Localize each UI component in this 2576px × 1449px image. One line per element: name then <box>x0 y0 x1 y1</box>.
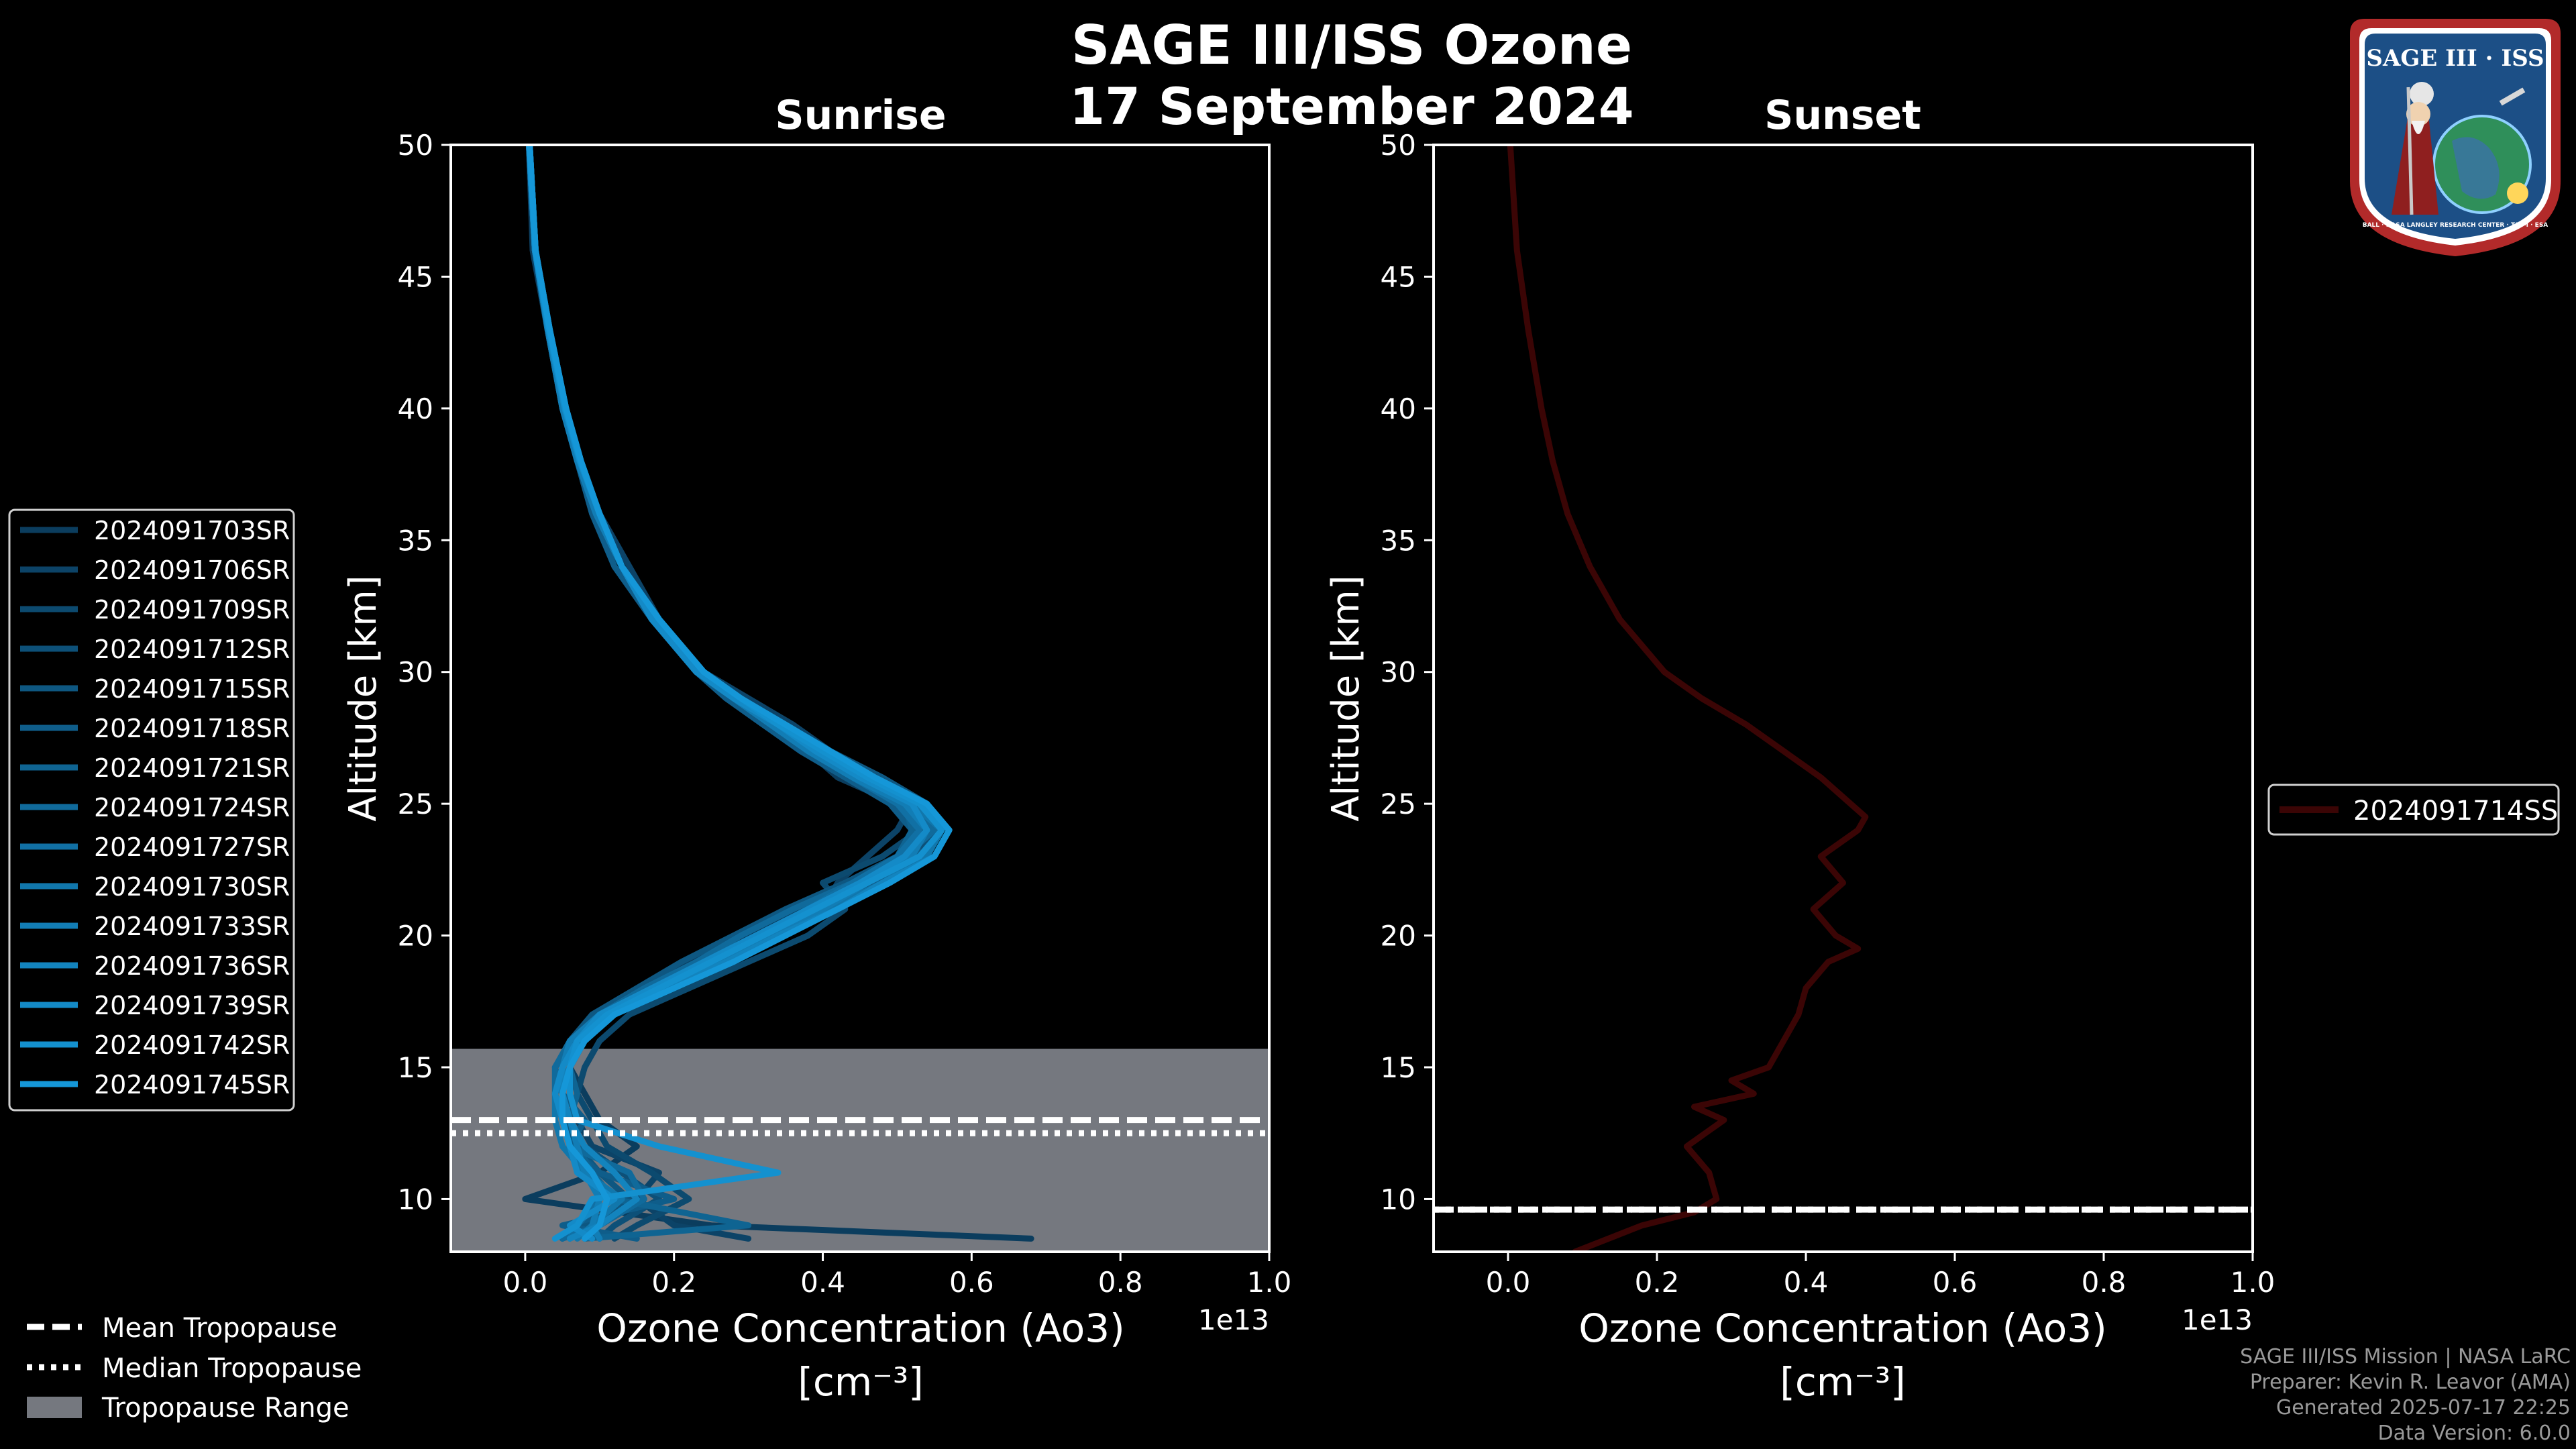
sunset-x-tick-label: 0.2 <box>1635 1266 1680 1299</box>
sunset-panel-title: Sunset <box>1764 92 1921 139</box>
sunrise-y-tick-label: 10 <box>398 1183 433 1216</box>
sunset-legend-label: 2024091714SS <box>2353 796 2558 826</box>
sunrise-legend-label: 2024091742SR <box>94 1030 290 1060</box>
sunrise-legend-label: 2024091724SR <box>94 793 290 822</box>
footer-credits: SAGE III/ISS Mission | NASA LaRC Prepare… <box>2240 1344 2571 1446</box>
sunrise-legend-label: 2024091739SR <box>94 991 290 1020</box>
footer-generated: Generated 2025-07-17 22:25 <box>2275 1396 2571 1419</box>
sunset-x-axis-label: Ozone Concentration (Ao3) <box>1578 1305 2107 1351</box>
sunset-panel: Sunset 0.0 0.2 0.4 0.6 0.8 1.0 10 15 20 25 30 35 40 4… <box>1324 92 2275 1405</box>
sunset-x-axis-unit: [cm⁻³] <box>1780 1359 1906 1405</box>
sunrise-y-tick-label: 45 <box>398 260 433 293</box>
logo-sun-icon <box>2507 182 2528 204</box>
sunset-y-tick-label: 20 <box>1381 920 1416 953</box>
sunset-y-tick-label: 30 <box>1381 656 1416 689</box>
sunrise-y-axis-label: Altitude [km] <box>341 575 385 821</box>
tropopause-legend: Mean Tropopause Median Tropopause Tropop… <box>27 1313 362 1424</box>
footer-preparer: Preparer: Kevin R. Leavor (AMA) <box>2249 1371 2571 1394</box>
sunset-y-tick-label: 50 <box>1381 129 1416 162</box>
sunset-y-tick-label: 10 <box>1381 1183 1416 1216</box>
sunset-y-tick-label: 25 <box>1381 788 1416 820</box>
logo-top-text: SAGE III · ISS <box>2366 45 2544 72</box>
sunrise-y-tick-label: 35 <box>398 524 433 557</box>
sunrise-legend-label: 2024091709SR <box>94 595 290 625</box>
sunrise-legend-label: 2024091721SR <box>94 753 290 783</box>
logo-moon-icon <box>2410 82 2434 106</box>
sunset-x-scale-label: 1e13 <box>2182 1303 2253 1336</box>
sunrise-y-tick-label: 20 <box>398 920 433 953</box>
sunset-legend: 2024091714SS <box>2267 784 2560 836</box>
sage-iii-mission-patch-logo: SAGE III · ISS BALL · NASA LANGLEY RESEA… <box>2350 19 2561 256</box>
sunset-y-tick-label: 15 <box>1381 1051 1416 1084</box>
sunrise-panel-title: Sunrise <box>775 92 946 139</box>
sunrise-legend-label: 2024091745SR <box>94 1070 290 1099</box>
tropopause-range-swatch <box>27 1397 82 1418</box>
sunrise-x-tick-label: 0.8 <box>1098 1266 1143 1299</box>
main-title-line2: 17 September 2024 <box>1069 76 1633 136</box>
sunrise-x-tick-label: 1.0 <box>1247 1266 1292 1299</box>
sunrise-legend-label: 2024091718SR <box>94 714 290 743</box>
sunset-y-tick-label: 35 <box>1381 524 1416 557</box>
sunrise-legend-label: 2024091706SR <box>94 555 290 585</box>
sunrise-y-tick-label: 15 <box>398 1051 433 1084</box>
sunrise-x-tick-label: 0.6 <box>949 1266 994 1299</box>
sunset-x-tick-label: 0.4 <box>1784 1266 1829 1299</box>
sunrise-x-tick-label: 0.4 <box>800 1266 845 1299</box>
tropopause-range-label: Tropopause Range <box>101 1393 350 1424</box>
sunset-y-tick-label: 45 <box>1381 260 1416 293</box>
sunrise-legend: 2024091703SR 2024091706SR 2024091709SR 2024… <box>8 508 295 1112</box>
logo-wizard-figure-icon <box>2392 107 2438 215</box>
sunrise-legend-label: 2024091733SR <box>94 912 290 941</box>
sunrise-y-tick-label: 40 <box>398 392 433 425</box>
sunrise-legend-label: 2024091730SR <box>94 872 290 902</box>
sunset-x-tick-label: 0.0 <box>1486 1266 1531 1299</box>
sunrise-legend-label: 2024091703SR <box>94 516 290 545</box>
sunrise-x-tick-label: 0.0 <box>503 1266 548 1299</box>
sunrise-x-tick-label: 0.2 <box>651 1266 696 1299</box>
sunset-x-tick-label: 0.6 <box>1933 1266 1978 1299</box>
sunrise-legend-box <box>8 508 295 1112</box>
main-title-line1: SAGE III/ISS Ozone <box>1071 14 1632 76</box>
sunset-profile-line-2024091714SS <box>1507 145 1869 1252</box>
sunset-x-tick-label: 0.8 <box>2082 1266 2127 1299</box>
sunrise-y-tick-label: 50 <box>398 129 433 162</box>
sunset-plot-frame <box>1432 144 2254 1253</box>
footer-mission: SAGE III/ISS Mission | NASA LaRC <box>2240 1345 2571 1368</box>
sunrise-y-tick-label: 30 <box>398 656 433 689</box>
sunset-y-axis-label: Altitude [km] <box>1324 575 1368 821</box>
sunrise-x-scale-label: 1e13 <box>1198 1303 1269 1336</box>
footer-data-version: Data Version: 6.0.0 <box>2377 1421 2571 1445</box>
sunrise-y-tick-label: 25 <box>398 788 433 820</box>
logo-space-station-icon <box>2499 87 2526 106</box>
logo-ring-text: BALL · NASA LANGLEY RESEARCH CENTER · TA… <box>2363 222 2548 229</box>
sunset-x-tick-label: 1.0 <box>2231 1266 2275 1299</box>
sunrise-legend-label: 2024091736SR <box>94 951 290 981</box>
sunrise-legend-label: 2024091727SR <box>94 833 290 862</box>
sunrise-x-axis-unit: [cm⁻³] <box>798 1359 924 1405</box>
sunrise-plot-frame <box>449 144 1271 1253</box>
median-tropopause-label: Median Tropopause <box>102 1353 362 1384</box>
sunrise-legend-label: 2024091715SR <box>94 674 290 704</box>
sunrise-profile-line-2024091745SR <box>527 145 953 1242</box>
sunrise-legend-label: 2024091712SR <box>94 635 290 664</box>
sunrise-panel: Sunrise 0.0 0.2 0.4 0.6 0.8 1.0 10 15 20 25 30 35 40… <box>341 92 1291 1405</box>
sunrise-x-axis-label: Ozone Concentration (Ao3) <box>596 1305 1125 1351</box>
sunset-y-tick-label: 40 <box>1381 392 1416 425</box>
sunset-legend-box <box>2267 784 2560 836</box>
mean-tropopause-label: Mean Tropopause <box>102 1313 337 1344</box>
